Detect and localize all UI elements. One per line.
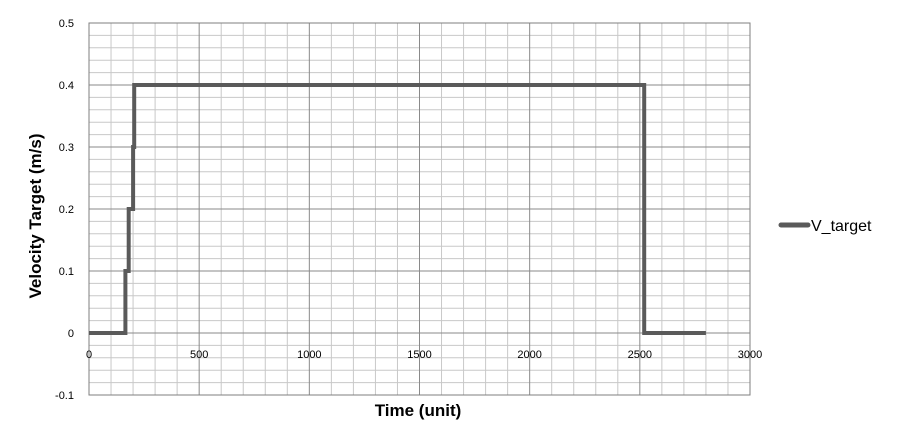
x-tick-label: 500 <box>190 349 208 361</box>
x-tick-label: 2500 <box>628 349 652 361</box>
x-tick-label: 2000 <box>517 349 541 361</box>
x-tick-label: 0 <box>86 349 92 361</box>
x-tick-label: 3000 <box>738 349 762 361</box>
y-tick-label: 0.3 <box>59 142 74 154</box>
x-tick-label: 1500 <box>407 349 431 361</box>
y-tick-label: -0.1 <box>55 390 74 402</box>
series-line-v-target <box>89 83 706 335</box>
y-tick-label: 0.1 <box>59 266 74 278</box>
legend: V_target <box>778 218 872 235</box>
y-tick-label: 0.4 <box>59 80 74 92</box>
y-tick-labels: -0.1 0 0.1 0.2 0.3 0.4 0.5 <box>55 18 74 402</box>
y-axis-title: Velocity Target (m/s) <box>26 133 45 298</box>
y-tick-label: 0.5 <box>59 18 74 30</box>
series-layer <box>89 83 706 335</box>
x-tick-labels: 0 500 1000 1500 2000 2500 3000 <box>86 349 762 361</box>
legend-label-v-target: V_target <box>811 218 872 235</box>
y-tick-label: 0 <box>68 328 74 340</box>
x-axis-title: Time (unit) <box>375 401 462 420</box>
plot-border <box>88 22 751 396</box>
y-tick-label: 0.2 <box>59 204 74 216</box>
x-tick-label: 1000 <box>297 349 321 361</box>
